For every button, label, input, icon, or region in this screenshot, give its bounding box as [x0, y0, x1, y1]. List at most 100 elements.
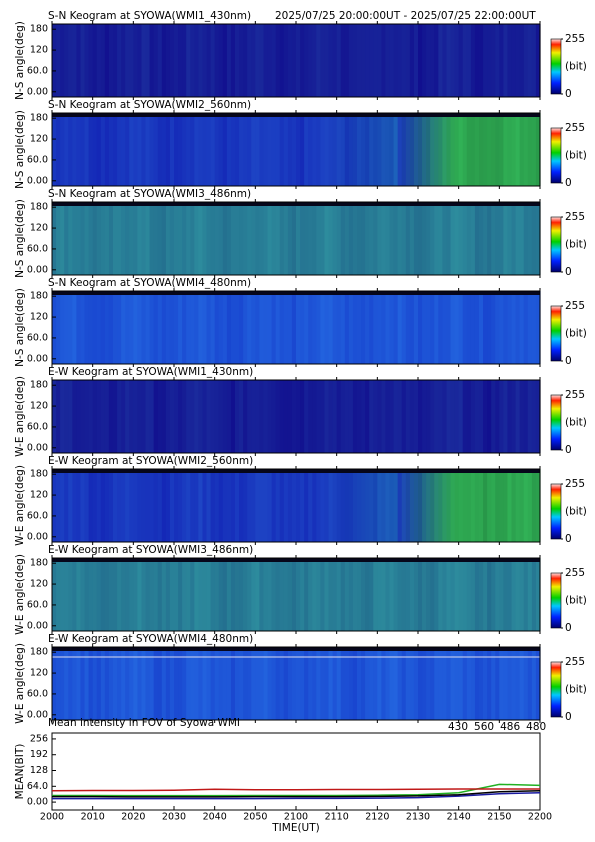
keogram-column [511, 558, 517, 631]
keogram-column [442, 558, 448, 631]
keogram-column [466, 113, 472, 186]
keogram-column [405, 291, 411, 364]
keogram-column [499, 202, 504, 275]
keogram-column [413, 202, 419, 275]
keogram-column [64, 380, 69, 453]
keogram-column [479, 113, 484, 186]
keogram-column [214, 24, 220, 97]
keogram-column [340, 291, 346, 364]
keogram-column [418, 380, 423, 453]
y-tick-label: 120 [30, 134, 48, 145]
colorbar-tick-label: 255 [565, 389, 585, 401]
colorbar-tick-label: 255 [565, 211, 585, 223]
keogram-column [56, 202, 61, 275]
keogram-column [393, 469, 399, 542]
keogram-column [361, 291, 366, 364]
keogram-column [495, 202, 500, 275]
keogram-column [422, 647, 427, 720]
keogram-column [186, 380, 191, 453]
y-tick-label: 64.0 [27, 781, 48, 792]
keogram-column [499, 24, 504, 97]
keogram-column [178, 202, 183, 275]
keogram-column [267, 291, 273, 364]
keogram-column [92, 380, 98, 453]
keogram-column [442, 380, 448, 453]
keogram-column [174, 558, 179, 631]
keogram-column [202, 24, 208, 97]
keogram-column [145, 24, 151, 97]
keogram-column [60, 647, 65, 720]
keogram-column [239, 558, 244, 631]
keogram-column [255, 291, 260, 364]
keogram-column [186, 558, 191, 631]
keogram-column [174, 113, 179, 186]
keogram-column [495, 291, 500, 364]
keogram-column [169, 647, 175, 720]
keogram-column [210, 469, 216, 542]
keogram-column [446, 380, 452, 453]
keogram-column [365, 380, 370, 453]
keogram-column [523, 24, 529, 97]
keogram-column [409, 202, 415, 275]
keogram-column [239, 113, 244, 186]
keogram-column [133, 558, 138, 631]
keogram-column [320, 24, 326, 97]
keogram-column [198, 113, 204, 186]
keogram-column [405, 558, 411, 631]
keogram-column [300, 647, 305, 720]
keogram-column [202, 202, 208, 275]
keogram-column [308, 202, 313, 275]
keogram-column [125, 24, 130, 97]
keogram-column [430, 647, 435, 720]
keogram-column [535, 24, 541, 97]
keogram-column [113, 202, 118, 275]
keogram-column [507, 113, 513, 186]
keogram-column [104, 647, 110, 720]
keogram-column [324, 647, 330, 720]
keogram-column [535, 469, 541, 542]
keogram-column [361, 380, 366, 453]
keogram-column [479, 380, 484, 453]
keogram-column [466, 291, 472, 364]
keogram-column [442, 113, 448, 186]
keogram-column [52, 291, 57, 364]
keogram-column [76, 469, 82, 542]
keogram-column [413, 558, 419, 631]
keogram-column [426, 380, 431, 453]
keogram-column [222, 558, 228, 631]
keogram-edge-band [52, 558, 540, 562]
keogram-column [178, 469, 183, 542]
keogram-column [153, 380, 159, 453]
y-tick-label: 180 [30, 647, 48, 658]
keogram-column [495, 24, 500, 97]
colorbar-tick-label: 0 [565, 355, 572, 367]
keogram-column [523, 647, 529, 720]
keogram-column [149, 469, 155, 542]
keogram-column [113, 469, 118, 542]
keogram-column [422, 113, 427, 186]
keogram-column [352, 558, 358, 631]
keogram-column [348, 380, 354, 453]
y-tick-label: 60.0 [27, 510, 48, 521]
keogram-column [483, 647, 488, 720]
keogram-column [92, 647, 98, 720]
keogram-column [426, 113, 431, 186]
keogram-column [251, 291, 256, 364]
keogram-column [491, 291, 496, 364]
keogram-column [454, 291, 460, 364]
keogram-column [300, 24, 305, 97]
keogram-column [206, 24, 212, 97]
keogram-column [92, 202, 98, 275]
keogram-column [129, 647, 134, 720]
keogram-column [312, 113, 317, 186]
keogram-column [458, 291, 464, 364]
keogram-column [324, 380, 330, 453]
keogram-column [141, 469, 147, 542]
keogram-column [487, 469, 492, 542]
keogram-column [316, 558, 321, 631]
series-line [51, 788, 540, 792]
keogram-column [174, 647, 179, 720]
keogram-column [206, 113, 212, 186]
keogram-column [324, 24, 330, 97]
colorbar [550, 661, 562, 718]
